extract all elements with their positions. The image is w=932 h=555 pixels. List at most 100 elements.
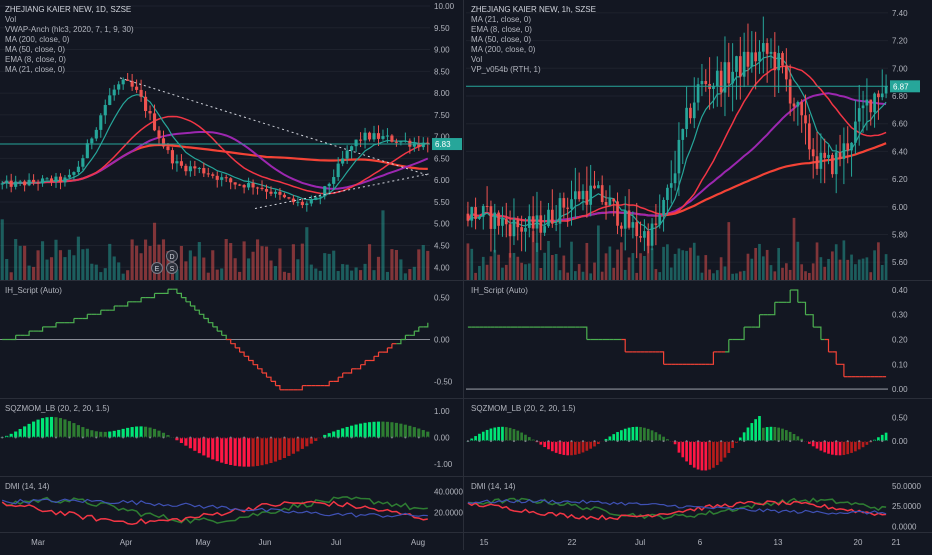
sqz-dot-left: [162, 436, 165, 439]
sqz-dot-right: [635, 440, 638, 443]
sqz-dot-left: [211, 436, 214, 439]
sqz-bar-right: [800, 438, 804, 442]
candle-body-left: [175, 161, 179, 164]
sqz-bar-left: [394, 422, 398, 438]
sqz-dot-left: [238, 436, 241, 439]
candle-body-left: [412, 143, 416, 147]
sqz-bar-left: [72, 423, 76, 438]
sqz-bar-left: [350, 425, 354, 438]
sqz-dot-left: [54, 436, 57, 439]
sqz-dot-left: [355, 436, 358, 439]
sqz-bar-left: [112, 430, 116, 438]
volume-bar-right: [857, 259, 861, 280]
sqz-dot-left: [72, 436, 75, 439]
last-price-label-left: 6.83: [435, 140, 451, 149]
sqz-bar-left: [309, 437, 313, 444]
volume-bar-right: [735, 273, 738, 280]
sqz-bar-left: [305, 437, 309, 447]
sqz-bar-left: [381, 421, 385, 438]
sqz-bar-right: [727, 441, 731, 453]
sqz-dot-left: [292, 436, 295, 439]
volume-bar-right: [773, 271, 777, 280]
volume-bar-right: [493, 249, 497, 280]
volume-bar-right: [831, 251, 834, 280]
ih-line-left: [11, 335, 17, 341]
volume-bar-left: [27, 265, 31, 280]
sqz-bar-right: [781, 428, 784, 442]
volume-bar-left: [23, 245, 27, 280]
candle-body-right: [616, 201, 619, 226]
volume-bar-left: [233, 258, 237, 280]
volume-bar-left: [367, 244, 372, 280]
volume-bar-right: [685, 250, 688, 280]
ih-line-right: [740, 327, 745, 341]
price-tick-right: 6.40: [892, 147, 908, 156]
sqz-bar-right: [643, 427, 646, 442]
ih-line-left: [185, 301, 191, 306]
ih-line-right: [809, 314, 814, 328]
ih-line-left: [333, 377, 339, 382]
volume-bar-right: [873, 250, 876, 280]
volume-bar-right: [535, 242, 539, 280]
candle-body-right: [677, 139, 681, 174]
dmi-adx-line-left: [1, 498, 428, 518]
sqz-bar-right: [796, 436, 800, 442]
sqz-dot-right: [543, 440, 546, 443]
sqz-bar-right: [554, 441, 558, 453]
candle-body-right: [754, 52, 757, 62]
volume-bar-right: [620, 242, 623, 280]
candle-body-right: [527, 216, 531, 228]
sqz-bar-right: [880, 434, 884, 442]
candle-body-right: [819, 152, 823, 169]
candle-body-right: [769, 51, 773, 54]
volume-bar-right: [796, 241, 800, 280]
sqz-dot-left: [234, 436, 237, 439]
dmi-plus-line-right: [467, 497, 887, 520]
candle-body-left: [9, 180, 13, 187]
ih-tick-left: -0.50: [434, 377, 453, 386]
candle-body-left: [385, 135, 390, 137]
sqz-bar-right: [777, 427, 781, 442]
ih-line-left: [248, 359, 254, 365]
volume-bar-left: [45, 259, 49, 280]
sqz-dot-right: [486, 440, 489, 443]
sqz-dot-left: [140, 436, 143, 439]
candle-body-right: [811, 149, 815, 157]
trendline-upper-left: [119, 77, 431, 177]
candle-body-left: [233, 182, 237, 185]
sqz-dot-right: [597, 440, 600, 443]
sqz-bar-left: [67, 421, 71, 438]
dmi-tick-left: 20.0000: [434, 508, 463, 517]
candle-body-left: [273, 191, 278, 194]
volume-bar-left: [229, 243, 233, 280]
candle-body-left: [247, 183, 251, 188]
candle-body-right: [781, 53, 784, 66]
volume-bar-left: [381, 210, 385, 280]
candle-body-left: [224, 177, 228, 179]
candle-body-left: [36, 182, 40, 184]
sqz-dot-left: [144, 436, 147, 439]
sqz-bar-left: [421, 430, 425, 438]
candle-body-left: [426, 142, 430, 145]
sqz-bar-left: [23, 426, 27, 438]
volume-bar-right: [639, 253, 642, 280]
sqz-bar-right: [758, 416, 761, 442]
sqz-bar-right: [512, 429, 516, 442]
ih-line-left: [423, 322, 429, 328]
volume-bar-left: [242, 241, 246, 280]
price-tick-left: 7.50: [434, 111, 450, 120]
price-tick-left: 9.00: [434, 46, 450, 55]
sqz-bar-left: [359, 423, 363, 438]
sqz-bar-right: [773, 426, 777, 442]
ih-line-right: [709, 351, 714, 365]
ih-line-left: [82, 314, 88, 320]
candle-body-right: [639, 236, 642, 238]
sqz-dot-left: [193, 436, 196, 439]
sqz-dot-right: [800, 440, 803, 443]
volume-bar-right: [804, 271, 807, 280]
volume-bar-right: [474, 272, 477, 280]
legend-entry-left: Vol: [5, 15, 16, 24]
sqz-dot-left: [287, 436, 290, 439]
sqz-bar-left: [76, 425, 80, 438]
volume-bar-left: [251, 251, 255, 280]
